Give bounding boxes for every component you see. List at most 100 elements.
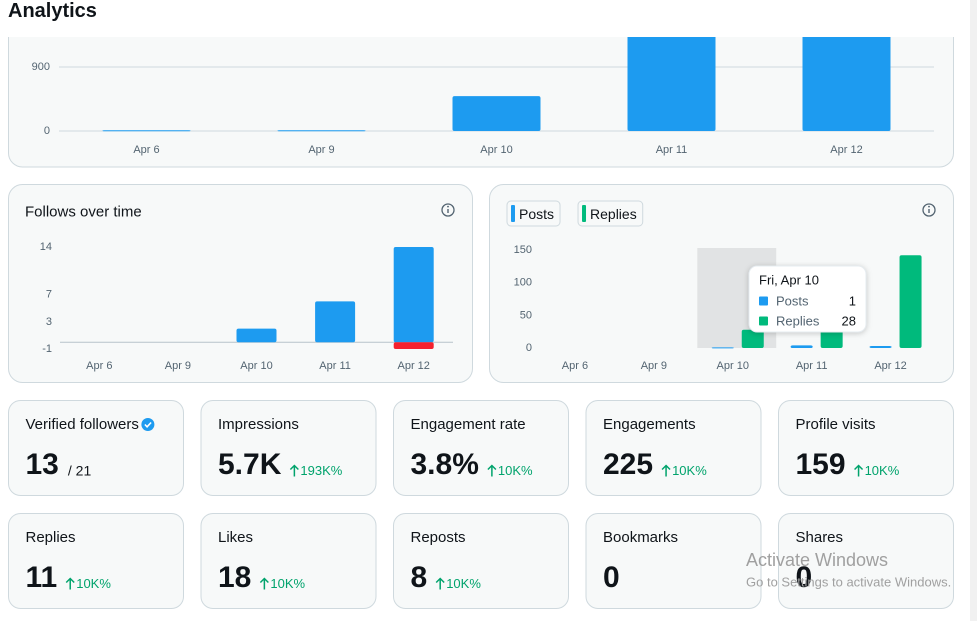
watermark-subtitle: Go to Settings to activate Windows. bbox=[746, 575, 951, 590]
legend-label: Replies bbox=[590, 206, 637, 222]
bar bbox=[899, 255, 922, 348]
legend-swatch bbox=[511, 205, 515, 222]
bar bbox=[236, 328, 277, 343]
tooltip-value: 28 bbox=[842, 314, 856, 329]
stat-card: Engagement rate 3.8% 10K% bbox=[393, 400, 569, 496]
scrollbar bbox=[970, 0, 977, 621]
header-bar bbox=[0, 0, 970, 37]
x-tick-label: Apr 12 bbox=[830, 144, 862, 156]
stat-card-bg bbox=[778, 400, 954, 496]
x-tick-label: Apr 11 bbox=[796, 360, 828, 372]
tooltip-swatch bbox=[759, 296, 768, 306]
tooltip: Fri, Apr 10 Posts 1 Replies 28 bbox=[748, 265, 867, 333]
info-icon[interactable] bbox=[922, 203, 936, 217]
bar bbox=[790, 345, 813, 348]
up-arrow bbox=[289, 464, 299, 477]
content: Follows over time 0 900 Apr 6 Apr 9 Apr 10 Ap… bbox=[8, 0, 954, 383]
bar bbox=[393, 247, 434, 343]
watermark-title: Activate Windows bbox=[746, 550, 888, 570]
stat-value: 0 bbox=[603, 561, 620, 594]
stat-change: 10K% bbox=[446, 576, 481, 591]
stat-value: 18 bbox=[218, 561, 251, 594]
tooltip-value: 1 bbox=[849, 294, 856, 309]
stat-change: 10K% bbox=[270, 576, 305, 591]
stat-card-bg bbox=[393, 400, 569, 496]
stat-card-bg bbox=[585, 513, 762, 609]
y-tick-label: 900 bbox=[32, 61, 50, 73]
legend-item[interactable]: Posts bbox=[506, 200, 561, 227]
verified-badge bbox=[141, 418, 155, 431]
verified-check bbox=[144, 421, 152, 428]
up-arrow bbox=[435, 577, 445, 590]
y-tick-label: 0 bbox=[44, 125, 50, 137]
stat-card-bg bbox=[393, 513, 569, 609]
stat-change: 10K% bbox=[76, 576, 111, 591]
legend-item[interactable]: Replies bbox=[577, 200, 644, 227]
x-tick-label: Apr 11 bbox=[656, 144, 688, 156]
up-arrow bbox=[487, 464, 497, 477]
x-tick-label: Apr 10 bbox=[240, 360, 272, 372]
tooltip-label: Posts bbox=[776, 294, 809, 309]
legend-label: Posts bbox=[519, 206, 554, 222]
up-arrow bbox=[661, 464, 671, 477]
stat-change: 10K% bbox=[672, 463, 707, 478]
follows-card bbox=[8, 184, 473, 383]
top-chart-card bbox=[8, 0, 954, 168]
x-tick-label: Apr 10 bbox=[717, 360, 749, 372]
x-tick-label: Apr 12 bbox=[874, 360, 906, 372]
stat-change: 10K% bbox=[498, 463, 533, 478]
bar bbox=[315, 301, 356, 343]
stat-label: Likes bbox=[218, 529, 253, 546]
stat-value: 159 bbox=[796, 448, 846, 481]
stat-value: 8 bbox=[411, 561, 428, 594]
stat-label: Impressions bbox=[218, 416, 299, 433]
tooltip-swatch bbox=[759, 316, 768, 326]
bar bbox=[277, 130, 366, 132]
y-tick-label: 150 bbox=[514, 244, 532, 256]
y-tick-label: -1 bbox=[42, 343, 52, 355]
stat-card: Reposts 8 10K% bbox=[393, 513, 569, 609]
stat-value: 13 bbox=[26, 448, 59, 481]
x-tick-label: Apr 9 bbox=[641, 360, 667, 372]
up-arrow bbox=[259, 577, 269, 590]
stat-value: 3.8% bbox=[411, 448, 479, 481]
stat-card: Replies 11 10K% bbox=[8, 513, 184, 609]
x-tick-label: Apr 10 bbox=[480, 144, 512, 156]
tooltip-box bbox=[748, 265, 867, 333]
page-title: Analytics bbox=[8, 0, 97, 22]
stat-card: Shares 0 bbox=[778, 513, 954, 609]
y-tick-label: 50 bbox=[520, 309, 532, 321]
stat-card-bg bbox=[200, 400, 377, 496]
y-tick-label: 3 bbox=[46, 316, 52, 328]
bar bbox=[869, 346, 892, 348]
x-tick-label: Apr 6 bbox=[133, 144, 159, 156]
stat-card-bg bbox=[585, 400, 762, 496]
stat-card: Likes 18 10K% bbox=[200, 513, 377, 609]
x-tick-label: Apr 12 bbox=[397, 360, 429, 372]
y-tick-label: 100 bbox=[514, 277, 532, 289]
legend-pill bbox=[577, 200, 644, 227]
stat-label: Profile visits bbox=[796, 416, 876, 433]
stat-label: Verified followers bbox=[26, 416, 139, 433]
x-tick-label: Apr 6 bbox=[562, 360, 588, 372]
stat-label: Bookmarks bbox=[603, 529, 678, 546]
y-tick-label: 7 bbox=[46, 289, 52, 301]
bar bbox=[820, 328, 843, 348]
stat-total: / 21 bbox=[68, 463, 92, 479]
stat-label: Engagements bbox=[603, 416, 696, 433]
info-icon[interactable] bbox=[441, 203, 455, 217]
stat-card-bg bbox=[8, 513, 184, 609]
stat-card-bg bbox=[200, 513, 377, 609]
legend-pill bbox=[506, 200, 561, 227]
bar bbox=[741, 329, 764, 348]
chart-title: Follows over time bbox=[25, 204, 142, 221]
x-tick-label: Apr 11 bbox=[319, 360, 351, 372]
stat-card-bg bbox=[8, 400, 184, 496]
tooltip-title: Fri, Apr 10 bbox=[759, 273, 819, 288]
up-arrow bbox=[65, 577, 75, 590]
stat-label: Replies bbox=[26, 529, 76, 546]
bar bbox=[102, 130, 191, 132]
stat-value: 225 bbox=[603, 448, 653, 481]
stat-change: 193K% bbox=[300, 463, 342, 478]
stat-card: Profile visits 159 10K% bbox=[778, 400, 954, 496]
